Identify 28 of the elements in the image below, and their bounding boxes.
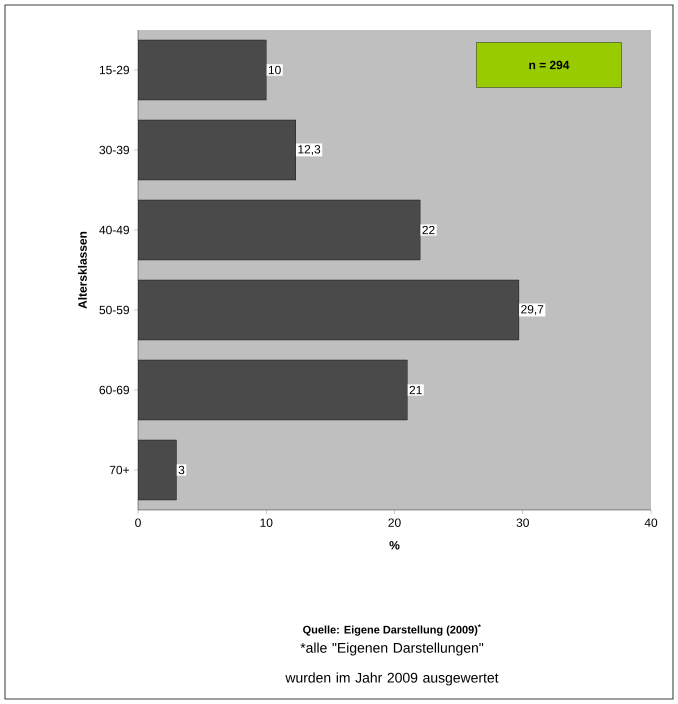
x-tick-label: 10	[260, 518, 272, 527]
y-tick-label: 30-39	[99, 146, 129, 154]
annotation: n = 294	[529, 60, 570, 70]
y-axis-title: Altersklassen	[78, 232, 87, 309]
text: *alle "Eigenen Darstellungen" wurden im Jahr 2009 ausgewertet	[285, 642, 498, 686]
data-label: 3	[178, 466, 184, 474]
x-tick-label: 0	[135, 518, 141, 527]
bar	[138, 200, 420, 260]
y-tick-label: 15-29	[100, 66, 129, 74]
y-tick-label: 40-49	[99, 226, 129, 234]
bar	[138, 280, 520, 340]
data-label: 22	[422, 226, 435, 234]
x-axis-title: %	[389, 541, 400, 550]
x-tick-label: 30	[516, 518, 529, 527]
data-label: 10	[268, 66, 281, 74]
data-label: 21	[410, 386, 422, 394]
y-tick-label: 50-59	[99, 306, 129, 314]
data-label: 12,3	[298, 145, 320, 155]
x-tick-label: 40	[644, 518, 658, 527]
bar	[138, 360, 408, 420]
y-tick-label: 60-69	[100, 386, 129, 394]
y-tick-label: 70+	[110, 466, 129, 474]
bar	[138, 440, 177, 500]
data-label: 29,7	[521, 305, 544, 315]
bar	[138, 40, 266, 100]
x-tick-label: 20	[388, 518, 401, 527]
source-note: Quelle: Eigene Darstellung (2009)$^{*}$	[303, 624, 481, 636]
bar	[138, 120, 296, 180]
